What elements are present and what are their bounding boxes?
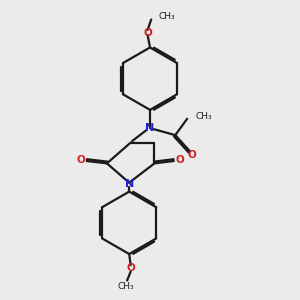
Text: CH₃: CH₃ bbox=[117, 282, 134, 291]
Text: O: O bbox=[188, 150, 197, 160]
Text: O: O bbox=[126, 263, 135, 273]
Text: O: O bbox=[175, 155, 184, 165]
Text: CH₃: CH₃ bbox=[159, 12, 175, 21]
Text: O: O bbox=[76, 155, 85, 165]
Text: CH₃: CH₃ bbox=[196, 112, 212, 121]
Text: O: O bbox=[143, 28, 152, 38]
Text: N: N bbox=[124, 178, 134, 189]
Text: N: N bbox=[146, 123, 154, 133]
